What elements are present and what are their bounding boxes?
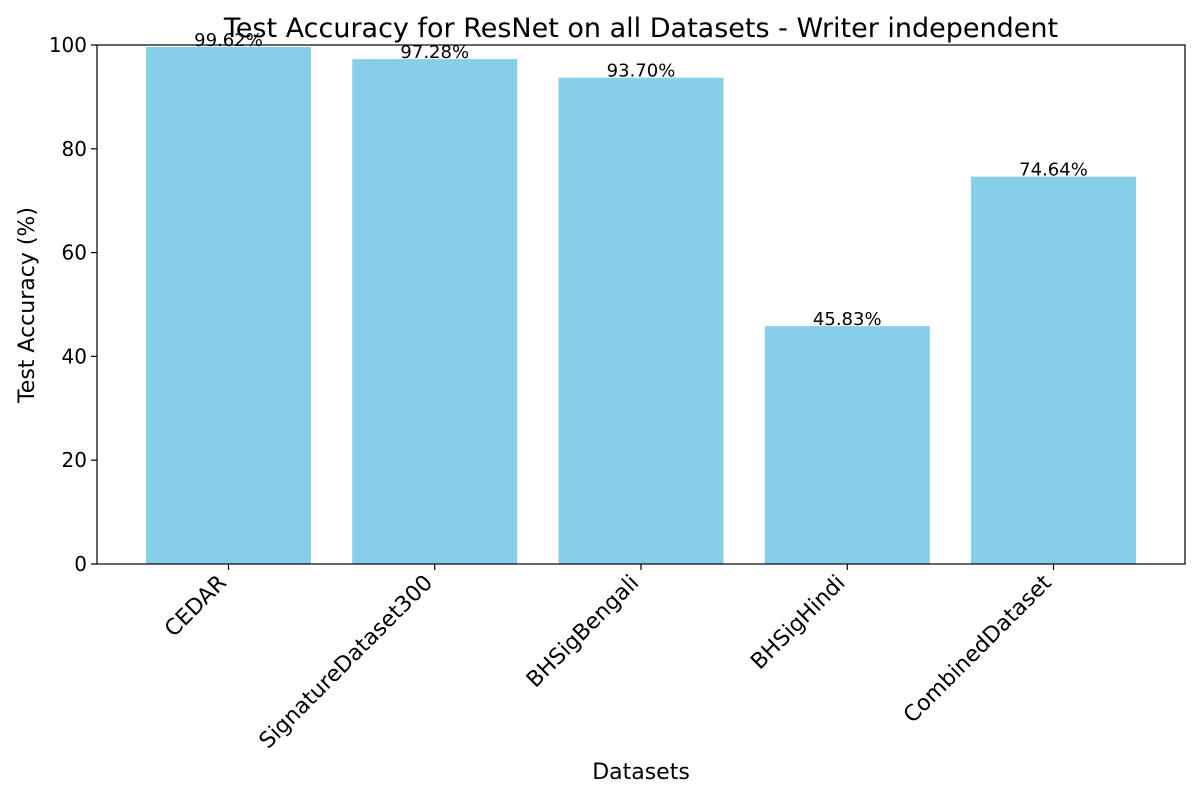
data-label: 74.64% <box>1019 160 1088 181</box>
y-axis-label: Test Accuracy (%) <box>15 207 40 404</box>
data-label: 97.28% <box>400 42 469 63</box>
x-axis-label: Datasets <box>592 760 690 785</box>
y-tick-label: 20 <box>62 448 87 472</box>
data-label: 45.83% <box>813 309 882 330</box>
bars-layer <box>146 46 1136 565</box>
y-tick-label: 40 <box>62 344 87 368</box>
y-axis: 0 20 40 60 80 100 <box>49 33 97 576</box>
bar-bhsighindi <box>764 326 930 564</box>
bar-cedar <box>146 46 311 565</box>
y-tick-label: 100 <box>49 33 87 57</box>
data-labels-layer: 99.62% 97.28% 93.70% 45.83% 74.64% <box>194 30 1088 330</box>
y-tick-label: 60 <box>62 241 87 265</box>
data-label: 99.62% <box>194 30 263 51</box>
bar-combineddataset <box>971 176 1136 564</box>
bar-bhsigbengali <box>558 77 724 565</box>
chart-title: Test Accuracy for ResNet on all Datasets… <box>223 13 1058 44</box>
bar-signaturedataset300 <box>352 59 518 565</box>
y-tick-label: 80 <box>62 137 87 161</box>
data-label: 93.70% <box>607 61 676 82</box>
y-tick-label: 0 <box>74 552 87 576</box>
